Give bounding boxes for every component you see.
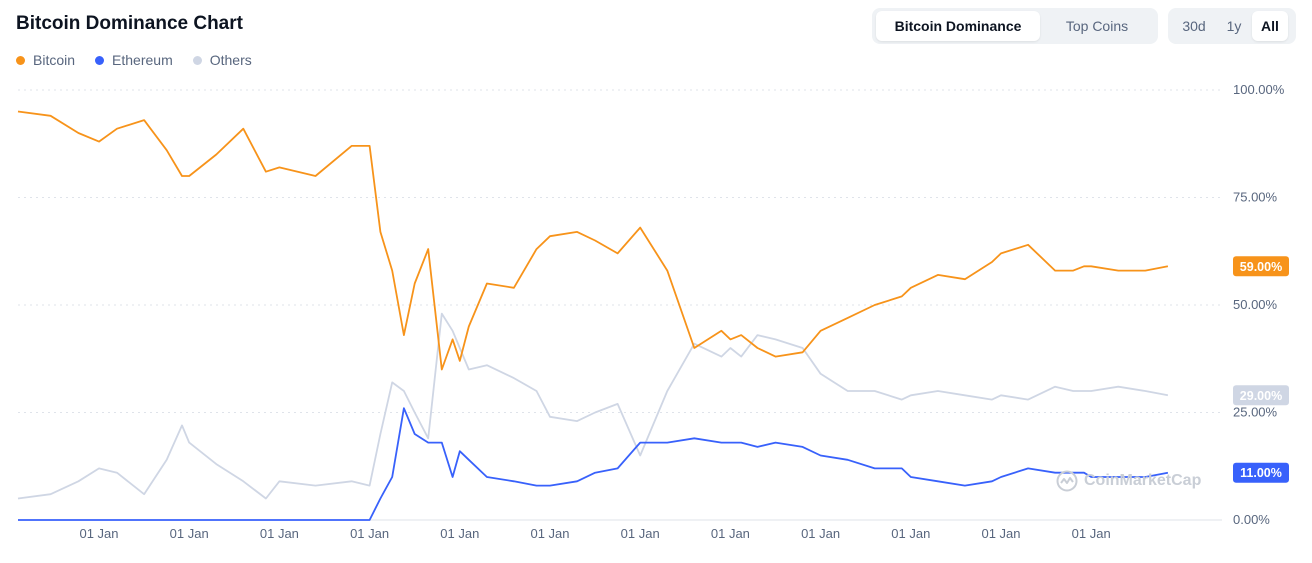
legend-label-ethereum: Ethereum: [112, 52, 173, 68]
legend-item-ethereum[interactable]: Ethereum: [95, 52, 173, 68]
x-tick-label: 01 Jan: [891, 526, 930, 541]
series-line-bitcoin: [17, 110, 1169, 371]
range-30d-button[interactable]: 30d: [1182, 18, 1206, 34]
legend-item-others[interactable]: Others: [192, 52, 252, 68]
x-axis-labels: 01 Jan 01 Jan 01 Jan 01 Jan 01 Jan 01 Jan 01 J…: [79, 526, 1110, 541]
x-tick-label: 01 Jan: [170, 526, 209, 541]
x-tick-label: 01 Jan: [350, 526, 389, 541]
x-tick-label: 01 Jan: [440, 526, 479, 541]
value-tag-text: 11.00%: [1240, 466, 1282, 480]
y-tick-label: 25.00%: [1233, 405, 1278, 420]
legend-label-bitcoin: Bitcoin: [33, 52, 76, 68]
series-line-ethereum: [18, 407, 1169, 521]
ethereum-dot-icon: [95, 55, 105, 65]
bitcoin-dot-icon: [16, 55, 25, 65]
chart-grid: [18, 89, 1222, 521]
page-title: Bitcoin Dominance Chart: [16, 13, 243, 34]
y-tick-label: 0.00%: [1233, 512, 1270, 527]
watermark-text: CoinMarketCap: [1084, 472, 1202, 489]
x-tick-label: 01 Jan: [801, 526, 840, 541]
range-all-button[interactable]: All: [1252, 11, 1288, 41]
y-tick-label: 100.00%: [1233, 82, 1285, 97]
x-tick-label: 01 Jan: [711, 526, 750, 541]
tab-bitcoin-dominance[interactable]: Bitcoin Dominance: [876, 11, 1040, 41]
series-line-others: [17, 312, 1169, 500]
x-tick-label: 01 Jan: [621, 526, 660, 541]
chart-legend: Bitcoin Ethereum Others: [16, 52, 252, 68]
value-tag-ethereum: 11.00%: [1233, 462, 1289, 483]
others-dot-icon: [192, 55, 202, 65]
range-selector: 30d 1y All: [1168, 8, 1296, 44]
value-tags: 59.00% 29.00% 11.00%: [1233, 256, 1289, 483]
x-tick-label: 01 Jan: [1072, 526, 1111, 541]
y-tick-label: 50.00%: [1233, 297, 1278, 312]
coinmarketcap-logo-icon: [1056, 470, 1078, 492]
tab-top-coins[interactable]: Top Coins: [1065, 18, 1129, 34]
x-tick-label: 01 Jan: [79, 526, 118, 541]
watermark: CoinMarketCap: [1056, 470, 1201, 492]
chart-lines: [17, 110, 1169, 521]
value-tag-bitcoin: 59.00%: [1233, 256, 1289, 277]
range-1y-button[interactable]: 1y: [1226, 18, 1242, 34]
x-tick-label: 01 Jan: [260, 526, 299, 541]
value-tag-text: 59.00%: [1240, 260, 1282, 274]
view-tabs: Bitcoin Dominance Top Coins: [872, 8, 1158, 44]
legend-label-others: Others: [209, 52, 252, 68]
x-tick-label: 01 Jan: [530, 526, 569, 541]
value-tag-text: 29.00%: [1240, 389, 1282, 403]
value-tag-others: 29.00%: [1233, 385, 1289, 406]
y-axis-labels: 0.00% 25.00% 50.00% 75.00% 100.00%: [1233, 82, 1285, 527]
legend-item-bitcoin[interactable]: Bitcoin: [16, 52, 75, 68]
y-tick-label: 75.00%: [1233, 190, 1278, 205]
x-tick-label: 01 Jan: [981, 526, 1020, 541]
